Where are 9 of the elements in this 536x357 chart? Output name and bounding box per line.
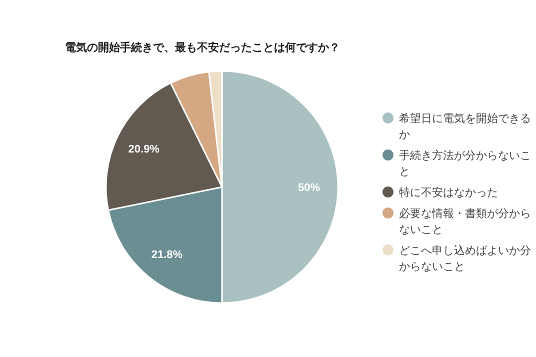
legend-label: 必要な情報・書類が分からないこと xyxy=(399,207,531,236)
legend-label: 希望日に電気を開始できるか xyxy=(399,112,531,141)
chart-title: 電気の開始手続きで、最も不安だったことは何ですか？ xyxy=(65,41,340,54)
legend-label: 特に不安はなかった xyxy=(399,186,498,199)
legend-label: 手続き方法が分からないこと xyxy=(399,149,531,178)
data-label: 50% xyxy=(298,182,320,194)
data-label: 21.8% xyxy=(151,249,183,262)
legend-label: どこへ申し込めばよいか分からないこと xyxy=(399,244,531,273)
data-label: 20.9% xyxy=(128,144,160,156)
